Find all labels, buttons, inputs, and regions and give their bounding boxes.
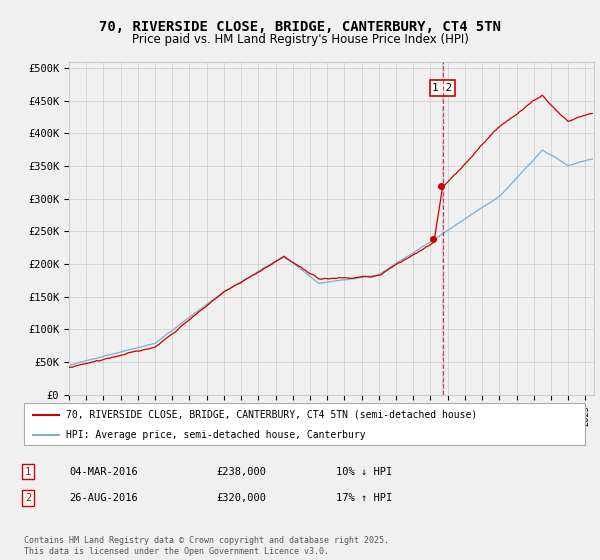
Text: 2: 2 — [25, 493, 31, 503]
Text: £320,000: £320,000 — [216, 493, 266, 503]
Text: £238,000: £238,000 — [216, 466, 266, 477]
Text: Contains HM Land Registry data © Crown copyright and database right 2025.
This d: Contains HM Land Registry data © Crown c… — [24, 536, 389, 556]
Text: HPI: Average price, semi-detached house, Canterbury: HPI: Average price, semi-detached house,… — [66, 430, 366, 440]
Text: 10% ↓ HPI: 10% ↓ HPI — [336, 466, 392, 477]
Text: 26-AUG-2016: 26-AUG-2016 — [69, 493, 138, 503]
Text: 1 2: 1 2 — [433, 83, 452, 93]
FancyBboxPatch shape — [24, 403, 585, 445]
Text: 70, RIVERSIDE CLOSE, BRIDGE, CANTERBURY, CT4 5TN: 70, RIVERSIDE CLOSE, BRIDGE, CANTERBURY,… — [99, 20, 501, 34]
Text: Price paid vs. HM Land Registry's House Price Index (HPI): Price paid vs. HM Land Registry's House … — [131, 32, 469, 46]
Text: 1: 1 — [25, 466, 31, 477]
Text: 70, RIVERSIDE CLOSE, BRIDGE, CANTERBURY, CT4 5TN (semi-detached house): 70, RIVERSIDE CLOSE, BRIDGE, CANTERBURY,… — [66, 410, 478, 420]
Text: 17% ↑ HPI: 17% ↑ HPI — [336, 493, 392, 503]
Text: 04-MAR-2016: 04-MAR-2016 — [69, 466, 138, 477]
